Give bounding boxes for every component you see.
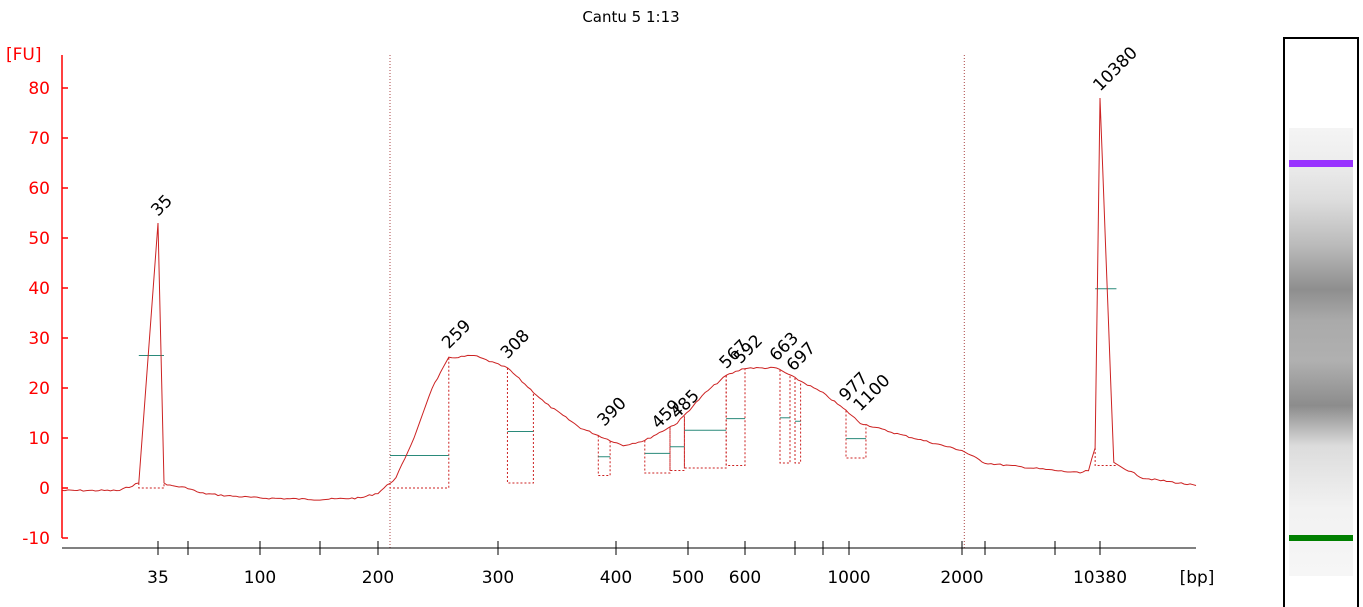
x-tick-label: 100	[244, 568, 276, 588]
peak-592-boundary	[725, 368, 746, 466]
y-axis-label: [FU]	[6, 45, 42, 65]
x-tick-label: 35	[147, 568, 169, 588]
y-axis: -10 0 10 20 30 40 50 60 70 80 [FU]	[6, 45, 68, 549]
peak-663-boundary	[779, 369, 791, 464]
peak-459-boundary	[644, 426, 671, 474]
x-tick-label: 10380	[1073, 568, 1127, 588]
y-tick-label: 30	[28, 329, 50, 349]
peak-567-boundary	[683, 375, 727, 469]
gel-band-upper-marker	[1289, 160, 1353, 167]
marker-10380-peak-boundary	[1094, 448, 1117, 466]
marker-label: 10380	[1089, 43, 1141, 95]
marker-35-peak-boundary	[138, 483, 165, 489]
peak-390-boundary	[597, 435, 611, 476]
y-tick-label: 60	[28, 179, 50, 199]
y-tick-label: 70	[28, 129, 50, 149]
chart-title: Cantu 5 1:13	[582, 8, 679, 26]
y-tick-label: 80	[28, 79, 50, 99]
y-tick-label: 20	[28, 379, 50, 399]
x-tick-label: 400	[600, 568, 632, 588]
y-tick-label: 40	[28, 279, 50, 299]
x-axis: 35 100 200 300 400 500 600 1000 2000 10380 [bp]	[62, 541, 1214, 588]
gel-smear	[1289, 128, 1353, 576]
x-axis-label: [bp]	[1180, 568, 1215, 588]
peak-977-boundary	[845, 410, 867, 459]
peak-label: 390	[594, 393, 631, 430]
gel-lane	[1283, 37, 1359, 607]
peak-259-boundary	[389, 358, 450, 489]
peak-485-boundary	[669, 416, 685, 471]
region-lines	[389, 55, 965, 548]
y-tick-label: 10	[28, 429, 50, 449]
peak-697-boundary	[794, 378, 802, 464]
peak-boxes	[138, 288, 1117, 489]
y-tick-label: -10	[22, 529, 50, 549]
x-tick-label: 1000	[827, 568, 870, 588]
fluorescence-trace	[61, 97, 1197, 501]
x-tick-label: 500	[672, 568, 704, 588]
x-tick-label: 600	[729, 568, 761, 588]
marker-label: 35	[147, 191, 176, 220]
x-tick-label: 300	[482, 568, 514, 588]
x-tick-label: 200	[362, 568, 394, 588]
peak-308-boundary	[506, 368, 534, 484]
peak-label: 259	[438, 316, 475, 353]
gel-band-lower-marker	[1289, 535, 1353, 541]
y-tick-label: 50	[28, 229, 50, 249]
y-tick-label: 0	[39, 479, 50, 499]
peak-label: 308	[497, 326, 534, 363]
x-tick-label: 2000	[940, 568, 983, 588]
